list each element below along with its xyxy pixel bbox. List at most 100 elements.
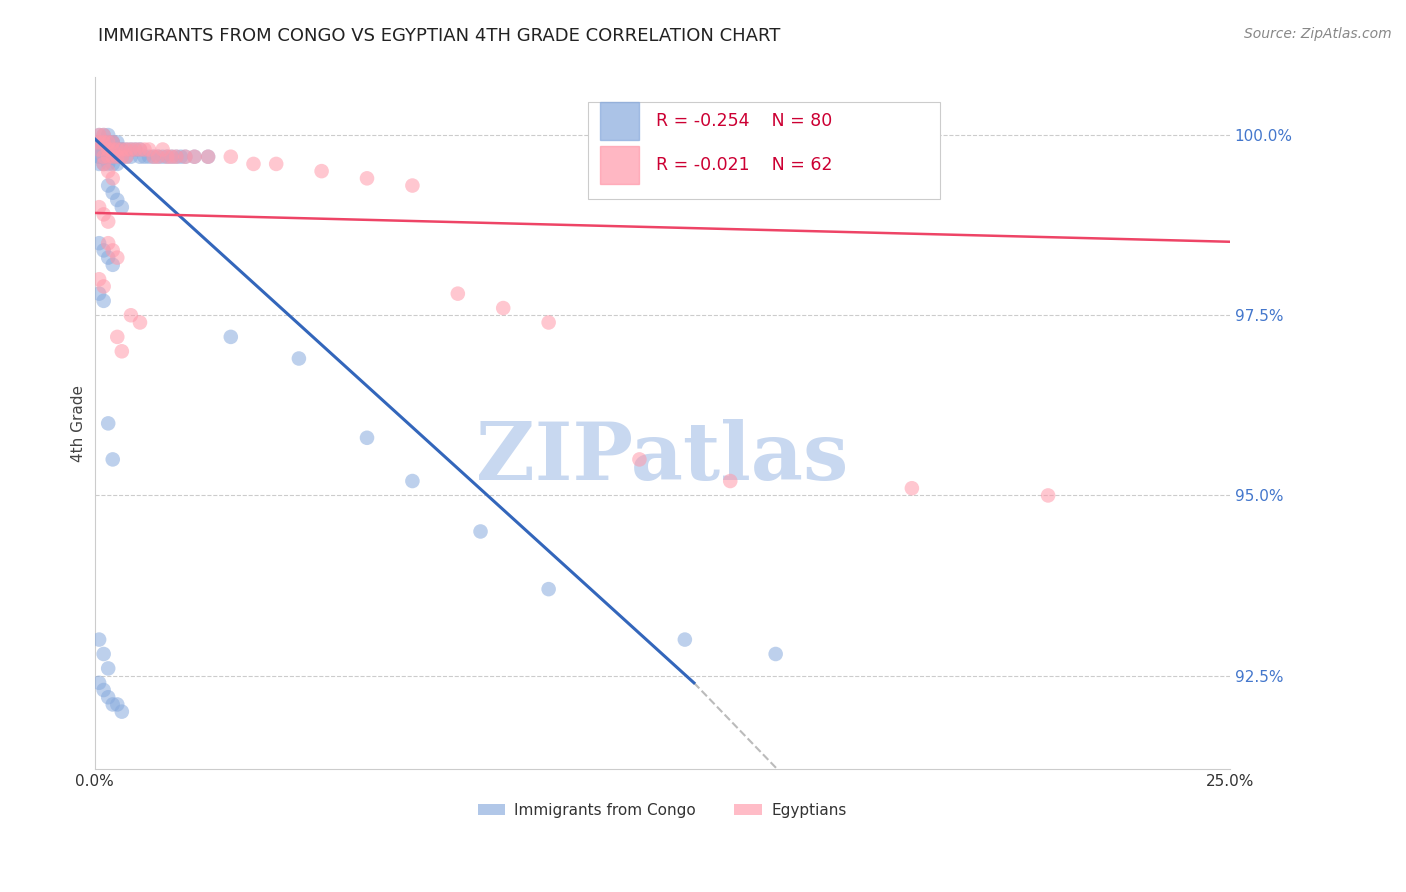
Point [537,316,560,330]
Point [87,143,110,157]
Point [115,150,138,164]
Point [718,474,741,488]
Point [105,136,128,150]
Point [101,143,124,157]
Text: IMMIGRANTS FROM CONGO VS EGYPTIAN 4TH GRADE CORRELATION CHART: IMMIGRANTS FROM CONGO VS EGYPTIAN 4TH GR… [98,27,780,45]
Point [152,143,174,157]
Point [87,150,110,164]
Point [93,683,115,698]
Point [120,308,142,322]
Point [97,136,120,150]
Point [111,344,134,359]
Point [93,136,115,150]
Point [93,157,115,171]
Point [470,524,492,539]
Point [93,207,115,221]
Point [87,136,110,150]
Point [97,136,120,150]
Point [134,150,156,164]
Point [356,431,378,445]
Point [160,150,183,164]
Point [138,150,160,164]
Point [97,251,120,265]
Point [97,143,120,157]
Point [492,301,515,315]
Point [115,143,138,157]
Point [87,150,110,164]
Point [101,452,124,467]
Point [87,128,110,142]
Point [311,164,333,178]
Point [129,143,152,157]
Point [93,150,115,164]
Point [87,632,110,647]
Point [101,136,124,150]
Point [120,150,142,164]
Point [101,186,124,200]
Point [93,143,115,157]
Point [101,157,124,171]
Point [93,157,115,171]
Point [142,150,165,164]
Point [673,632,696,647]
Point [97,236,120,251]
Point [401,474,423,488]
Point [219,330,242,344]
Point [111,150,134,164]
Point [146,150,169,164]
Point [156,150,179,164]
Point [93,136,115,150]
Point [264,157,287,171]
Point [105,330,128,344]
Text: Source: ZipAtlas.com: Source: ZipAtlas.com [1244,27,1392,41]
Point [111,705,134,719]
Point [93,128,115,142]
Point [537,582,560,596]
Point [120,143,142,157]
Point [101,150,124,164]
Point [93,244,115,258]
Point [129,143,152,157]
Point [356,171,378,186]
Point [138,143,160,157]
Point [174,150,197,164]
Point [97,661,120,675]
Point [105,251,128,265]
Point [183,150,205,164]
Point [93,150,115,164]
Point [87,272,110,286]
Point [97,178,120,193]
Point [87,236,110,251]
Point [105,698,128,712]
Point [87,200,110,214]
Point [765,647,787,661]
Point [165,150,187,164]
Point [93,279,115,293]
Point [124,143,146,157]
Legend: Immigrants from Congo, Egyptians: Immigrants from Congo, Egyptians [471,797,852,824]
Point [97,128,120,142]
Point [288,351,311,366]
Point [447,286,470,301]
Point [111,143,134,157]
Point [197,150,219,164]
Point [101,698,124,712]
Point [129,316,152,330]
Point [170,150,193,164]
Point [97,164,120,178]
Point [101,244,124,258]
Point [105,157,128,171]
Point [401,178,423,193]
Point [165,150,187,164]
Point [111,143,134,157]
Point [93,128,115,142]
Point [97,150,120,164]
Point [87,128,110,142]
Point [124,143,146,157]
Point [87,143,110,157]
Point [87,136,110,150]
Point [87,675,110,690]
Point [115,143,138,157]
Point [87,143,110,157]
Point [97,143,120,157]
